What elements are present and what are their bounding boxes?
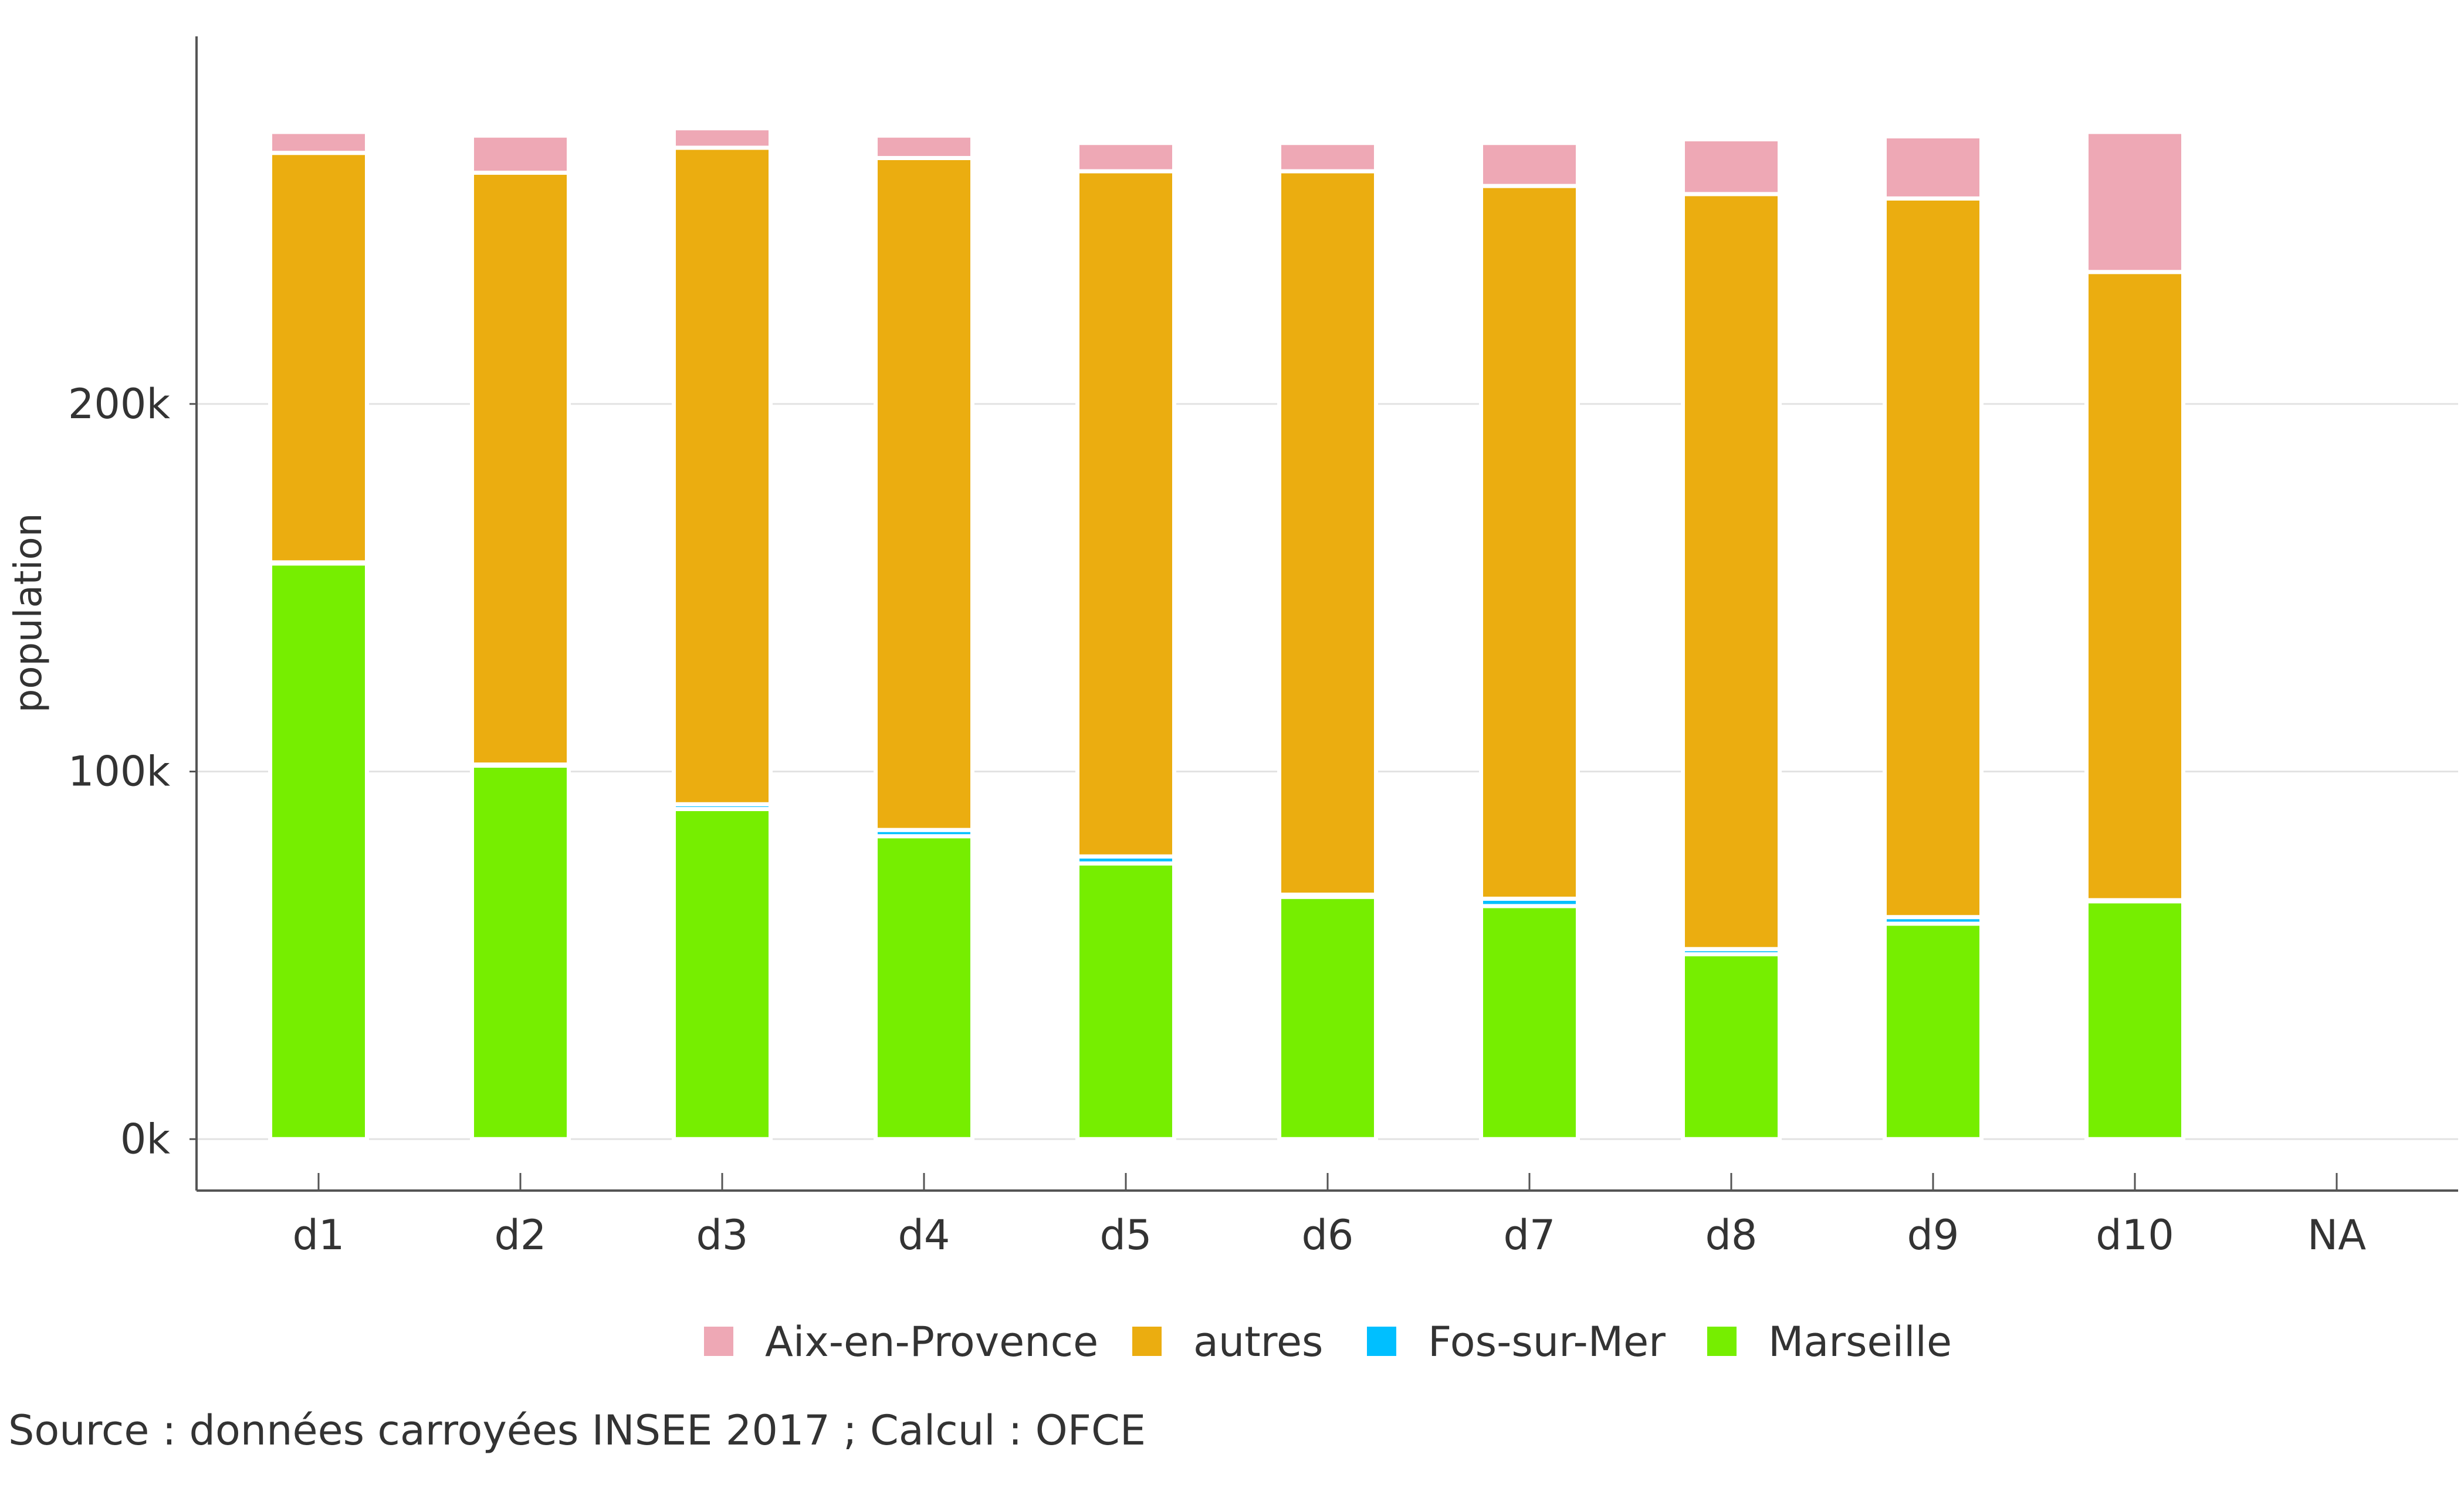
bar-segment-d7-aix-en-provence [1479, 141, 1580, 188]
x-tick-label-d2: d2 [495, 1211, 547, 1259]
x-tick-label-d1: d1 [293, 1211, 345, 1259]
bar-segment-d9-marseille [1883, 921, 1984, 1141]
bar-segment-d1-aix-en-provence [268, 130, 369, 155]
bar-segment-d8-autres [1681, 192, 1782, 951]
bar-segment-d2-autres [470, 171, 571, 767]
x-tick-label-NA: NA [2307, 1211, 2366, 1259]
y-tick-labels: 0k 100k 200k [68, 380, 197, 1163]
bar-segment-d8-aix-en-provence [1681, 137, 1782, 196]
legend-swatch [1707, 1327, 1737, 1356]
y-tick-label: 0k [120, 1115, 171, 1163]
bar-segment-d3-autres [672, 145, 773, 806]
x-tick-label-d8: d8 [1705, 1211, 1758, 1259]
bar-segment-d3-marseille [672, 806, 773, 1141]
y-tick-label: 200k [68, 380, 171, 428]
bar-segment-d10-marseille [2084, 899, 2185, 1141]
x-tick-label-d3: d3 [696, 1211, 749, 1259]
bar-segment-d9-autres [1883, 196, 1984, 920]
bar-segment-d7-marseille [1479, 904, 1580, 1141]
bar-segment-d6-autres [1277, 169, 1378, 897]
legend-item-fos-sur-mer: Fos-sur-Mer [1367, 1318, 1666, 1366]
bar-segment-d10-autres [2084, 270, 2185, 903]
legend-item-autres: autres [1132, 1318, 1323, 1366]
x-tick-label-d9: d9 [1907, 1211, 1959, 1259]
x-tick-label-d4: d4 [898, 1211, 950, 1259]
bar-segment-d7-autres [1479, 184, 1580, 901]
legend-item-aix-en-provence: Aix-en-Provence [704, 1318, 1098, 1366]
x-tick-label-d10: d10 [2096, 1211, 2174, 1259]
bar-segment-d10-aix-en-provence [2084, 130, 2185, 274]
bar-segment-d5-aix-en-provence [1075, 141, 1176, 174]
bar-segment-d5-marseille [1075, 861, 1176, 1141]
y-axis-title: population [7, 513, 50, 713]
bars [268, 126, 2185, 1141]
legend-label: Fos-sur-Mer [1428, 1318, 1666, 1366]
legend-swatch [1132, 1327, 1162, 1356]
x-tick-label-d7: d7 [1504, 1211, 1556, 1259]
legend-item-marseille: Marseille [1707, 1318, 1952, 1366]
bar-segment-d3-aix-en-provence [672, 126, 773, 150]
legend-label: autres [1193, 1318, 1323, 1366]
bar-segment-d1-marseille [268, 561, 369, 1141]
bar-segment-d4-aix-en-provence [874, 133, 974, 160]
bar-segment-d2-marseille [470, 763, 571, 1141]
bar-segment-d8-marseille [1681, 952, 1782, 1141]
bar-segment-d5-autres [1075, 169, 1176, 859]
bar-segment-d4-marseille [874, 834, 974, 1141]
x-tick-label-d5: d5 [1100, 1211, 1152, 1259]
bar-segment-d2-aix-en-provence [470, 133, 571, 175]
bar-segment-d9-aix-en-provence [1883, 134, 1984, 201]
bar-segment-d4-autres [874, 155, 974, 832]
x-tick-labels: d1 d2 d3 d4 d5 d6 d7 d8 d9 d10 NA [293, 1173, 2366, 1259]
x-tick-label-d6: d6 [1302, 1211, 1354, 1259]
bar-segment-d6-marseille [1277, 894, 1378, 1141]
source-caption: Source : données carroyées INSEE 2017 ; … [8, 1406, 1146, 1454]
legend-swatch [704, 1327, 733, 1356]
y-tick-label: 100k [68, 748, 171, 796]
legend-label: Aix-en-Provence [765, 1318, 1098, 1366]
bar-segment-d6-aix-en-provence [1277, 141, 1378, 174]
legend-label: Marseille [1768, 1318, 1952, 1366]
legend-swatch [1367, 1327, 1396, 1356]
legend: Aix-en-Provence autres Fos-sur-Mer Marseill… [704, 1318, 1952, 1366]
bar-segment-d1-autres [268, 151, 369, 565]
